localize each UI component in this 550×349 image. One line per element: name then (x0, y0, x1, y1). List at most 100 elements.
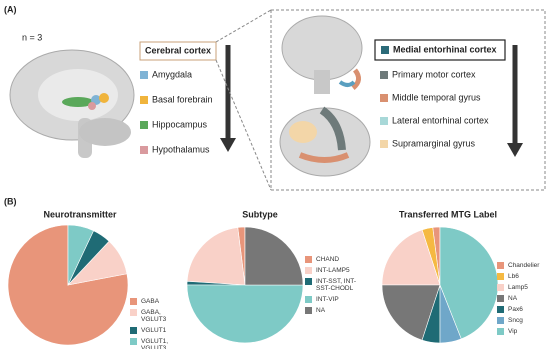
lateral-brain (279, 107, 371, 177)
legend-swatch (497, 295, 504, 302)
left-title-box (139, 41, 217, 61)
mtg-region (351, 68, 361, 90)
legend-label: Lb6 (508, 273, 519, 280)
legend-label: Sncg (508, 317, 523, 324)
pie-slice (186, 227, 246, 286)
chart-title: Neurotransmitter (43, 209, 117, 219)
legend-label: CHAND (316, 256, 340, 263)
legend-swatch (305, 307, 312, 314)
legend-swatch (140, 121, 148, 129)
brain-inner (38, 69, 118, 121)
legend-item: VGLUT1, VGLUT3 (130, 338, 182, 349)
legend-swatch (130, 338, 137, 345)
legend-label: GABA (141, 298, 160, 305)
pie-slice (244, 226, 304, 286)
legend-swatch (130, 327, 137, 334)
chart-title: Transferred MTG Label (399, 209, 497, 219)
legend-item: INT-VIP (305, 296, 357, 303)
legend-swatch (305, 256, 312, 263)
legend-label: Lamp5 (508, 284, 528, 291)
forebrain-region (99, 93, 109, 103)
legend-label: INT-LAMP5 (316, 267, 350, 274)
legend-item: Pax6 (497, 306, 549, 313)
temporal-region (298, 152, 350, 163)
legend-item: GABA, VGLUT3 (130, 309, 182, 323)
pie-slice (381, 284, 441, 341)
right-title-box (374, 39, 506, 61)
legend-item: Lamp5 (497, 284, 549, 291)
legend-label: Amygdala (152, 69, 192, 79)
legend-label: Lateral entorhinal cortex (392, 115, 489, 125)
legend-item: NA (305, 307, 357, 314)
legend-label: Vip (508, 328, 518, 335)
legend-item: VGLUT1 (130, 327, 182, 334)
sample-size: n = 3 (22, 32, 42, 42)
legend-label: NA (316, 307, 326, 314)
legend-swatch (497, 317, 504, 324)
legend-label: Hypothalamus (152, 144, 210, 154)
legend-swatch (305, 296, 312, 303)
pie-slice (7, 224, 129, 346)
left-title: Cerebral cortex (145, 45, 211, 55)
legend-swatch (381, 46, 389, 54)
right-title: Medial entorhinal cortex (393, 44, 497, 54)
legend-item: Chandelier (497, 262, 549, 269)
arrow-head (507, 143, 523, 157)
legend-label: NA (508, 295, 518, 302)
chart-title: Subtype (242, 209, 278, 219)
legend: CHAND INT-LAMP5 INT-SST, INT-SST-CHODL INT-… (305, 256, 357, 318)
legend-label: Chandelier (508, 262, 540, 269)
legend-label: Primary motor cortex (392, 69, 476, 79)
legend-swatch (380, 117, 388, 125)
legend-swatch (380, 94, 388, 102)
legend-swatch (497, 306, 504, 313)
entorhinal-region (338, 80, 356, 87)
legend-item: CHAND (305, 256, 357, 263)
panel-label: (B) (4, 196, 17, 206)
arrow-head (220, 138, 236, 152)
cerebellum (79, 118, 131, 146)
dashed-box (270, 9, 546, 191)
legend-swatch (497, 273, 504, 280)
legend-swatch (497, 284, 504, 291)
legend-item: Vip (497, 328, 549, 335)
legend-item: INT-SST, INT-SST-CHODL (305, 278, 357, 292)
legend-item: NA (497, 295, 549, 302)
legend-label: Pax6 (508, 306, 523, 313)
legend-label: Middle temporal gyrus (392, 92, 481, 102)
legend-item: Sncg (497, 317, 549, 324)
legend-swatch (305, 278, 312, 285)
pie-slice (381, 229, 441, 286)
pie-slice (439, 226, 499, 340)
legend-swatch (140, 96, 148, 104)
hypothalamus-region (88, 102, 96, 110)
legend-swatch (497, 262, 504, 269)
motor-region (319, 106, 346, 151)
legend-label: INT-VIP (316, 296, 339, 303)
legend-label: GABA, VGLUT3 (141, 309, 167, 323)
supramarginal-region (289, 121, 317, 143)
legend-swatch (380, 140, 388, 148)
legend-label: Supramarginal gyrus (392, 138, 476, 148)
pie-slice (67, 224, 94, 286)
legend: GABA GABA, VGLUT3 VGLUT1 VGLUT1, VGLUT3 (130, 298, 182, 349)
legend-swatch (497, 328, 504, 335)
hippocampus-region (62, 97, 94, 107)
legend-label: INT-SST, INT-SST-CHODL (316, 278, 357, 292)
legend-swatch (130, 309, 137, 316)
connector (215, 59, 272, 191)
legend-label: VGLUT1, VGLUT3 (141, 338, 169, 349)
legend-label: VGLUT1 (141, 327, 167, 334)
legend-swatch (140, 71, 148, 79)
pie-slice (186, 284, 304, 344)
legend-swatch (140, 146, 148, 154)
coronal-stem (314, 70, 330, 94)
legend-label: Hippocampus (152, 119, 208, 129)
legend-swatch (130, 298, 137, 305)
legend-swatch (380, 71, 388, 79)
legend-item: GABA (130, 298, 182, 305)
legend: Chandelier Lb6 Lamp5 NA Pax6 Sncg Vip (497, 262, 549, 339)
panel-label: (A) (4, 4, 17, 14)
